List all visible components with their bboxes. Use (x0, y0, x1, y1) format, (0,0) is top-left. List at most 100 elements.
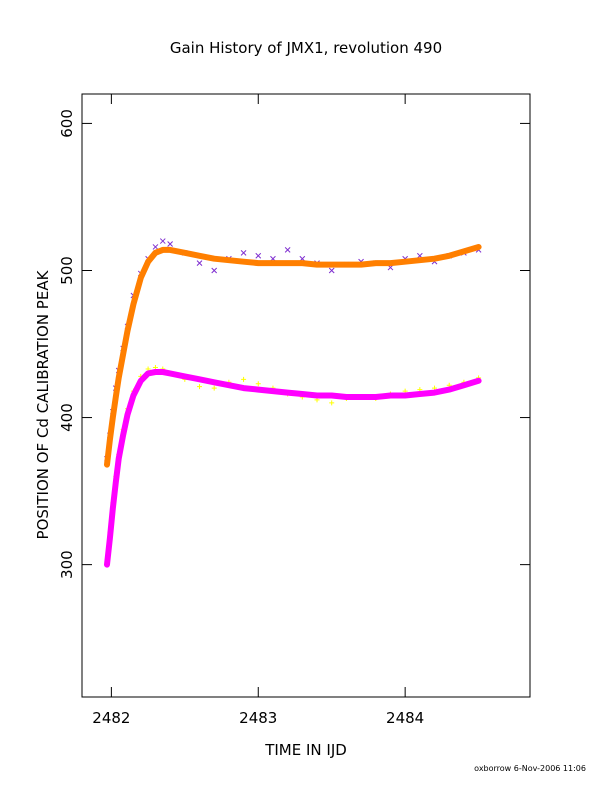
curve-point (417, 391, 423, 397)
chart-title: Gain History of JMX1, revolution 490 (170, 39, 442, 57)
fit-curve (104, 244, 482, 468)
curve-point (387, 393, 393, 398)
curve-point (329, 262, 335, 268)
curve-point (373, 260, 379, 266)
curve-point (182, 250, 188, 256)
curve-point (211, 379, 217, 385)
curve-point (476, 378, 482, 384)
curve-point (130, 393, 136, 398)
curve-point (417, 257, 423, 263)
curve-point (116, 375, 122, 381)
data-point (152, 244, 159, 250)
data-point (255, 381, 261, 387)
curve-point (145, 370, 151, 376)
curve-point (160, 247, 166, 253)
curve-point (125, 328, 131, 334)
data-point (211, 385, 217, 391)
curve-point (446, 253, 452, 259)
data-point (241, 376, 247, 382)
curve-point (197, 376, 203, 382)
curve-point (104, 462, 110, 468)
curve-point (461, 248, 467, 254)
curve-point (255, 260, 261, 266)
plot-marks (104, 238, 482, 568)
x-tick-label: 2482 (92, 709, 130, 727)
curve-point (110, 415, 116, 421)
data-point (328, 267, 335, 274)
curve-point (432, 256, 438, 262)
curve-point (241, 385, 247, 391)
curve-point (145, 259, 151, 265)
x-tick-label: 2484 (386, 709, 424, 727)
axis-ticks: 2482 2483 2484 300 400 500 600 (58, 94, 530, 727)
curve-point (255, 387, 261, 393)
curve-point (285, 260, 291, 266)
curve-point (160, 369, 166, 375)
curve-point (299, 260, 305, 266)
curve-point (461, 382, 467, 388)
series-2 (104, 369, 482, 568)
curve-point (138, 275, 144, 281)
y-tick-label: 300 (58, 550, 76, 579)
data-point (197, 384, 203, 390)
curve-point (358, 394, 364, 400)
curve-point (104, 562, 110, 568)
curve-point (167, 247, 173, 253)
curve-point (211, 256, 217, 262)
curve-point (387, 260, 393, 266)
curve-point (373, 394, 379, 400)
curve-point (197, 253, 203, 259)
curve-point (152, 369, 158, 375)
curve-point (402, 393, 408, 398)
curve-point (125, 412, 131, 418)
curve-point (270, 388, 276, 394)
series-0 (104, 244, 482, 468)
x-tick-label: 2483 (239, 709, 277, 727)
curve-point (358, 262, 364, 268)
curve-point (314, 262, 320, 268)
curve-point (138, 378, 144, 384)
data-point (159, 238, 166, 244)
curve-point (110, 506, 116, 512)
curve-point (329, 393, 335, 398)
curve-point (167, 370, 173, 376)
data-point (240, 249, 247, 256)
data-point (284, 247, 291, 253)
curve-point (182, 373, 188, 379)
curve-point (116, 456, 122, 462)
curve-point (446, 387, 452, 393)
fit-curve (104, 369, 482, 568)
data-point (255, 252, 262, 259)
curve-point (107, 437, 113, 443)
footer-credit: oxborrow 6-Nov-2006 11:06 (474, 764, 586, 773)
plot-frame (81, 93, 531, 698)
curve-point (314, 393, 320, 398)
curve-point (270, 260, 276, 266)
curve-point (476, 244, 482, 250)
y-tick-label: 400 (58, 403, 76, 432)
curve-point (343, 262, 349, 268)
curve-point (241, 259, 247, 265)
curve-point (226, 382, 232, 388)
curve-point (343, 394, 349, 400)
curve-point (226, 257, 232, 263)
y-axis-label: POSITION OF Cd CALIBRATION PEAK (34, 269, 52, 539)
curve-point (130, 301, 136, 307)
curve-point (402, 259, 408, 265)
curve-point (285, 390, 291, 396)
x-axis-label: TIME IN IJD (264, 741, 347, 759)
y-tick-label: 500 (58, 256, 76, 285)
curve-point (152, 250, 158, 256)
series-1 (104, 238, 482, 462)
curve-point (120, 351, 126, 357)
curve-point (107, 535, 113, 541)
curve-point (113, 394, 119, 400)
curve-point (432, 390, 438, 396)
data-point (211, 267, 218, 274)
data-point (329, 400, 335, 406)
y-tick-label: 600 (58, 109, 76, 138)
data-point (167, 241, 173, 247)
curve-point (299, 391, 305, 397)
curve-point (113, 479, 119, 485)
